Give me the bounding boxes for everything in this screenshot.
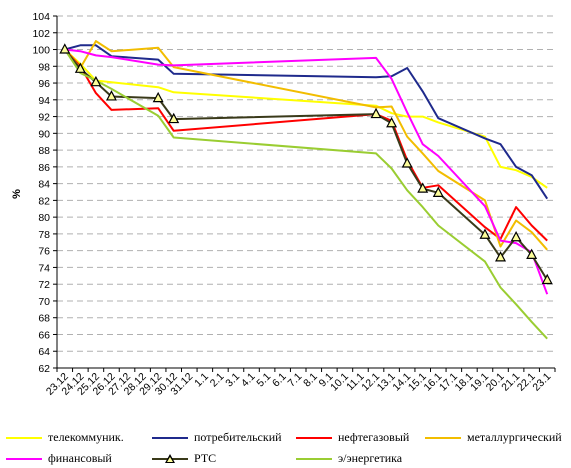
y-tick-label: 90 — [38, 128, 50, 140]
y-tick-label: 96 — [38, 78, 50, 90]
x-tick-label: 23.1 — [530, 371, 553, 394]
grid-lines — [57, 15, 555, 368]
data-point-marker — [541, 273, 553, 285]
y-tick-label: 80 — [38, 212, 50, 224]
y-tick-label: 68 — [38, 313, 50, 325]
legend-item-telecom: телекоммуник. — [6, 430, 124, 445]
y-axis-label: % — [11, 189, 23, 199]
legend-item-financial: финансовый — [6, 451, 112, 466]
y-tick-label: 88 — [38, 145, 50, 157]
legend-swatch — [425, 433, 461, 443]
data-point-marker — [90, 75, 102, 87]
data-point-marker — [386, 116, 398, 128]
line-chart: 62 64 66 68 70 72 74 76 78 80 82 84 86 88 90 92 94 96 98 10… — [11, 11, 556, 398]
x-axis: 23.1224.1225.1226.1227.1228.1229.1230.12… — [44, 367, 556, 398]
legend-swatch — [296, 454, 332, 464]
legend-label: телекоммуник. — [48, 430, 124, 444]
y-tick-label: 100 — [32, 45, 50, 57]
data-point-marker — [370, 107, 382, 119]
y-tick-label: 98 — [38, 61, 50, 73]
legend-swatch — [6, 454, 42, 464]
legend-line — [296, 457, 332, 460]
series-line-4 — [64, 48, 549, 295]
series-line-2 — [64, 48, 548, 242]
y-tick-label: 92 — [38, 112, 50, 124]
legend-swatch — [152, 453, 188, 464]
triangle-marker-icon — [165, 453, 175, 463]
legend-item-rts: РТС — [152, 451, 216, 466]
legend-line — [425, 436, 461, 439]
y-tick-label: 78 — [38, 229, 50, 241]
y-tick-label: 86 — [38, 162, 50, 174]
series-line-5 — [64, 48, 549, 281]
data-point-marker — [417, 182, 429, 193]
legend-item-metallurgy: металлургический — [425, 430, 562, 445]
series-layer — [59, 40, 553, 340]
data-point-marker — [168, 112, 180, 124]
y-tick-label: 102 — [32, 28, 50, 40]
data-point-marker — [510, 230, 522, 242]
data-point-marker — [105, 90, 117, 101]
y-axis: 62 64 66 68 70 72 74 76 78 80 82 84 86 88 90 92 94 96 98 10… — [32, 11, 58, 375]
data-point-marker — [74, 62, 86, 73]
legend-label: нефтегазовый — [338, 430, 410, 444]
y-tick-label: 64 — [38, 346, 50, 358]
legend: телекоммуник. потребительский нефтегазов… — [0, 426, 571, 468]
y-tick-label: 74 — [38, 262, 50, 274]
data-point-marker — [59, 43, 71, 54]
legend-line — [6, 457, 42, 460]
legend-line — [296, 436, 332, 439]
legend-item-power: э/энергетика — [296, 451, 402, 466]
legend-label: потребительский — [194, 430, 282, 444]
legend-line — [6, 436, 42, 439]
y-tick-label: 82 — [38, 195, 50, 207]
series-line-0 — [64, 48, 548, 189]
y-tick-label: 104 — [32, 11, 50, 23]
plot-area — [57, 16, 555, 368]
legend-item-consumer: потребительский — [152, 430, 282, 445]
legend-item-oilgas: нефтегазовый — [296, 430, 409, 445]
legend-label: финансовый — [48, 451, 112, 465]
y-tick-label: 66 — [38, 329, 50, 341]
series-line-1 — [64, 44, 549, 200]
triangle-marker-fill — [167, 456, 173, 462]
legend-line — [152, 436, 188, 439]
y-tick-label: 72 — [38, 279, 50, 291]
y-tick-label: 62 — [38, 363, 50, 375]
series-line-3 — [64, 40, 548, 251]
y-tick-label: 94 — [38, 95, 50, 107]
data-point-marker — [432, 186, 444, 197]
legend-swatch — [6, 433, 42, 443]
data-point-marker — [401, 157, 413, 168]
y-tick-label: 70 — [38, 296, 50, 308]
legend-swatch — [152, 433, 188, 443]
y-tick-label: 84 — [38, 179, 50, 191]
legend-label: РТС — [194, 451, 217, 465]
data-point-marker — [526, 248, 538, 259]
data-point-marker — [152, 91, 164, 103]
legend-label: металлургический — [467, 430, 562, 444]
data-point-marker — [479, 228, 491, 239]
series-line-6 — [63, 48, 548, 340]
legend-swatch — [296, 433, 332, 443]
data-point-marker — [495, 251, 507, 262]
y-tick-label: 76 — [38, 246, 50, 258]
legend-label: э/энергетика — [338, 451, 403, 465]
